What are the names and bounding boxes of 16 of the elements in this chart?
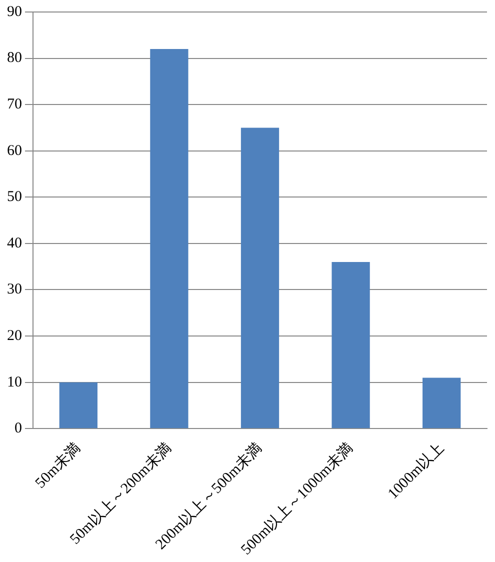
- y-tick-label: 70: [7, 96, 22, 113]
- y-tick-label: 80: [7, 50, 22, 66]
- bar: [150, 49, 188, 428]
- bar: [240, 128, 280, 428]
- y-tick-label: 90: [7, 4, 22, 20]
- y-tick-label: 20: [7, 328, 22, 344]
- y-tick-label: 50: [7, 189, 22, 206]
- bar: [59, 382, 98, 428]
- y-tick-label: 40: [7, 235, 22, 252]
- y-tick-label: 60: [7, 142, 22, 159]
- y-tick-label: 10: [7, 374, 22, 390]
- y-tick-label: 30: [7, 282, 22, 298]
- bar: [422, 378, 461, 428]
- x-tick-label: 50m未満: [32, 440, 84, 492]
- y-tick-label: 0: [14, 420, 22, 437]
- bar: [332, 262, 370, 428]
